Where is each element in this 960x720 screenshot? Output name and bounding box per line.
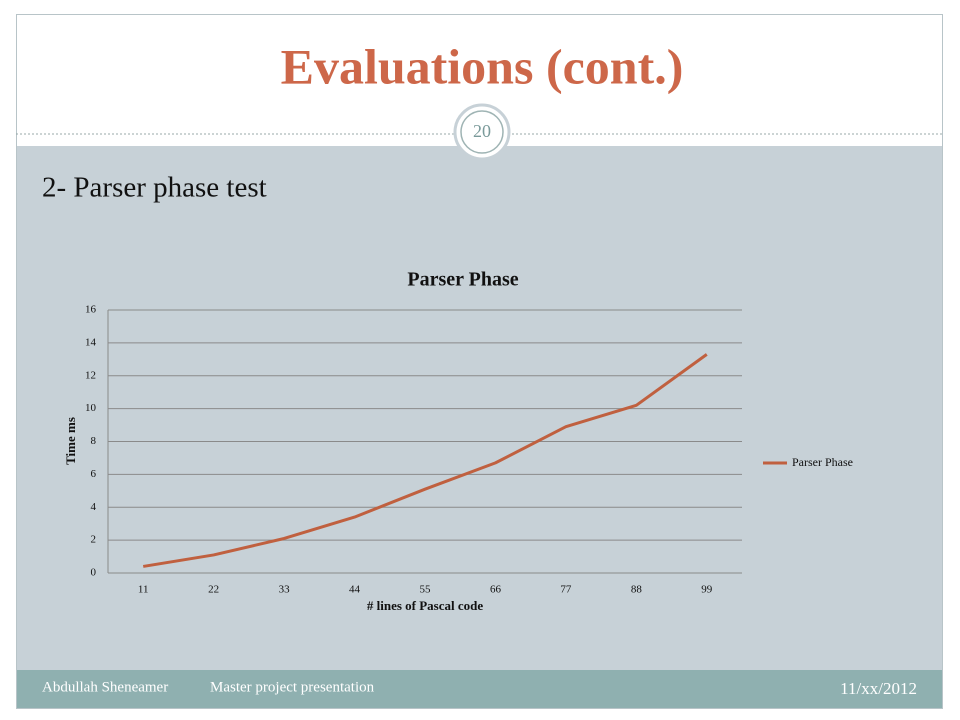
x-tick-label: 11 [138, 584, 149, 596]
slide-border [16, 14, 943, 709]
footer-date: 11/xx/2012 [840, 679, 917, 698]
footer-text: Master project presentation [210, 679, 375, 695]
y-tick-label: 6 [91, 468, 97, 480]
x-tick-label: 77 [560, 584, 572, 596]
x-tick-label: 66 [490, 584, 502, 596]
y-tick-label: 0 [91, 567, 97, 579]
y-tick-label: 10 [85, 402, 97, 414]
x-tick-label: 33 [279, 584, 291, 596]
x-tick-label: 22 [208, 584, 219, 596]
chart-title: Parser Phase [407, 269, 518, 291]
footer-author: Abdullah Sheneamer [42, 679, 168, 695]
footer-bar [16, 670, 943, 708]
page-badge-ring [460, 110, 504, 154]
y-axis-title: Time ms [63, 417, 78, 465]
page-number: 20 [473, 121, 491, 141]
content-area [16, 146, 943, 670]
y-tick-label: 4 [91, 501, 97, 513]
x-tick-label: 55 [420, 584, 432, 596]
y-tick-label: 8 [91, 435, 97, 447]
y-tick-label: 2 [91, 534, 97, 546]
y-tick-label: 14 [85, 336, 97, 348]
data-line [142, 353, 708, 568]
chart: Parser Phase # lines of Pascal code Time… [63, 269, 853, 613]
x-axis-title: # lines of Pascal code [367, 598, 483, 613]
legend-label: Parser Phase [792, 455, 853, 469]
y-tick-label: 16 [85, 304, 97, 316]
slide-title: Evaluations (cont.) [281, 38, 684, 94]
x-tick-label: 99 [701, 584, 713, 596]
slide-subtitle: 2- Parser phase test [42, 172, 267, 204]
page-badge [453, 103, 511, 161]
y-tick-label: 12 [85, 369, 96, 381]
x-tick-label: 88 [631, 584, 643, 596]
x-tick-label: 44 [349, 584, 361, 596]
